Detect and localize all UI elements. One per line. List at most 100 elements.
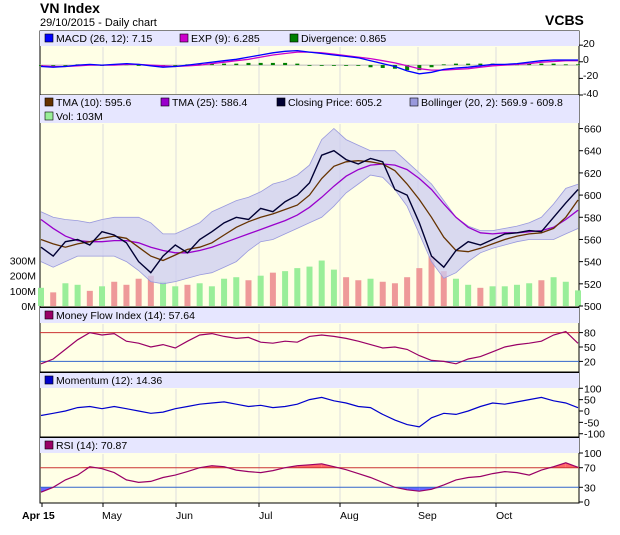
divergence-bar (344, 65, 349, 66)
momentum-panel: Momentum (12): 14.36 (39, 372, 580, 438)
volume-bar (318, 260, 325, 306)
volume-bar (379, 281, 386, 306)
divergence-bar (466, 63, 471, 66)
volume-bar (257, 275, 264, 306)
x-tick-label: Jun (176, 510, 193, 522)
volume-bar (416, 268, 423, 306)
divergence-bar (63, 65, 68, 66)
x-tick-label: Apr 15 (22, 510, 55, 522)
divergence-legend: Divergence: 0.865 (301, 33, 386, 45)
volume-bar (196, 283, 203, 306)
macd-panel: MACD (26, 12): 7.15 EXP (9): 6.285 Diver… (39, 30, 598, 100)
momentum-tick-label: -50 (584, 417, 599, 429)
price-tick-label: 520 (584, 279, 602, 291)
volume-bar (294, 268, 301, 306)
volume-bar (513, 284, 520, 306)
brand-label: VCBS (545, 12, 584, 28)
rsi-tick-label: 100 (584, 448, 602, 460)
divergence-bar (417, 65, 422, 71)
volume-bar (526, 283, 533, 306)
divergence-bar (270, 62, 275, 66)
divergence-bar (368, 65, 373, 68)
mfi-legend-bar (40, 308, 579, 323)
tma10-line (40, 160, 579, 262)
vol-legend-swatch (44, 111, 54, 121)
volume-bar (367, 278, 374, 306)
volume-bar (355, 280, 362, 306)
volume-bar (306, 266, 313, 306)
volume-bar (99, 286, 106, 306)
closing-legend-swatch (276, 97, 286, 107)
tma10-legend: TMA (10): 595.6 (56, 97, 131, 109)
x-axis: Apr 15 May Jun Jul Aug Sep Oct (22, 510, 512, 522)
bollinger-legend-swatch (409, 97, 419, 107)
momentum-legend-bar (40, 373, 579, 388)
volume-bar (233, 277, 240, 306)
volume-bar (245, 280, 252, 306)
volume-tick-label: 300M (10, 256, 36, 268)
volume-bar (50, 292, 57, 306)
volume-bar (538, 280, 545, 306)
volume-bar (221, 278, 228, 306)
macd-legend-swatch (44, 33, 54, 43)
volume-bar (269, 272, 276, 306)
momentum-tick-label: 100 (584, 383, 602, 395)
price-tick-label: 600 (584, 190, 602, 202)
tma25-legend: TMA (25): 586.4 (172, 97, 247, 109)
divergence-bar (453, 63, 458, 66)
volume-bar (123, 284, 130, 306)
momentum-tick-label: 50 (584, 395, 596, 407)
chart-title: VN Index (40, 0, 100, 16)
volume-bar (501, 286, 508, 306)
price-tick-label: 580 (584, 212, 602, 224)
x-tick-label: Sep (418, 510, 437, 522)
macd-legend-bar (40, 31, 579, 46)
mfi-tick-label: 80 (584, 328, 596, 340)
volume-bar (172, 286, 179, 306)
macd-legend: MACD (26, 12): 7.15 (56, 33, 152, 45)
price-tick-label: 620 (584, 168, 602, 180)
macd-tick: -20 (583, 70, 598, 82)
momentum-tick-label: 0 (584, 406, 590, 418)
volume-bar (208, 286, 215, 306)
divergence-bar (539, 63, 544, 66)
volume-bar (282, 271, 289, 306)
mfi-tick-label: 20 (584, 356, 596, 368)
divergence-bar (258, 62, 263, 66)
volume-bar (86, 290, 93, 306)
tma25-legend-swatch (160, 97, 170, 107)
divergence-bar (356, 65, 361, 66)
divergence-bar (380, 65, 385, 68)
volume-bar (391, 283, 398, 306)
divergence-bar (527, 63, 532, 66)
divergence-bar (209, 63, 214, 66)
rsi-tick-label: 70 (584, 463, 596, 475)
volume-bar (404, 277, 411, 306)
exp-legend: EXP (9): 6.285 (191, 33, 260, 45)
momentum-line (40, 396, 579, 428)
volume-bar (477, 287, 484, 306)
volume-bar (428, 256, 435, 306)
price-tick-label: 500 (584, 301, 602, 313)
divergence-bar (234, 63, 239, 66)
macd-tick: -40 (583, 88, 598, 100)
macd-tick: 0 (583, 54, 589, 66)
x-tick-label: Oct (496, 510, 512, 522)
divergence-bar (307, 65, 312, 66)
volume-bar (135, 278, 142, 306)
rsi-oversold-fill (407, 487, 420, 492)
rsi-tick-label: 0 (584, 497, 590, 509)
divergence-bar (246, 62, 251, 66)
volume-bar (440, 271, 447, 306)
rsi-legend-bar (40, 438, 579, 453)
divergence-bar (295, 63, 300, 66)
divergence-bar (197, 63, 202, 66)
mfi-line (40, 330, 579, 365)
volume-bar (184, 284, 191, 306)
divergence-bar (441, 64, 446, 66)
divergence-bar (331, 65, 336, 66)
mfi-tick-label: 50 (584, 342, 596, 354)
divergence-bar (576, 64, 580, 66)
divergence-bar (39, 65, 43, 66)
